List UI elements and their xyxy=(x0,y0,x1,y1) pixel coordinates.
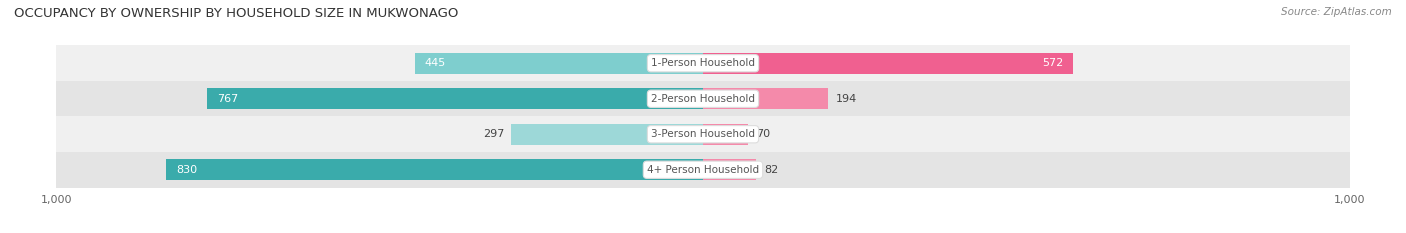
Bar xyxy=(703,89,828,109)
Text: 1-Person Household: 1-Person Household xyxy=(651,58,755,68)
Text: 830: 830 xyxy=(176,165,197,175)
Text: 297: 297 xyxy=(484,129,505,139)
Text: 82: 82 xyxy=(763,165,778,175)
Text: 70: 70 xyxy=(756,129,770,139)
Bar xyxy=(56,152,1350,188)
Text: 572: 572 xyxy=(1042,58,1063,68)
Bar xyxy=(703,159,756,180)
Bar xyxy=(703,124,748,144)
Bar xyxy=(415,53,703,74)
Text: 4+ Person Household: 4+ Person Household xyxy=(647,165,759,175)
Text: OCCUPANCY BY OWNERSHIP BY HOUSEHOLD SIZE IN MUKWONAGO: OCCUPANCY BY OWNERSHIP BY HOUSEHOLD SIZE… xyxy=(14,7,458,20)
Bar xyxy=(56,81,1350,116)
Text: Source: ZipAtlas.com: Source: ZipAtlas.com xyxy=(1281,7,1392,17)
Bar xyxy=(207,89,703,109)
Legend: Owner-occupied, Renter-occupied: Owner-occupied, Renter-occupied xyxy=(583,229,823,233)
Text: 194: 194 xyxy=(837,94,858,104)
Bar xyxy=(510,124,703,144)
Text: 2-Person Household: 2-Person Household xyxy=(651,94,755,104)
Bar xyxy=(166,159,703,180)
Text: 767: 767 xyxy=(217,94,238,104)
Bar xyxy=(56,45,1350,81)
Text: 3-Person Household: 3-Person Household xyxy=(651,129,755,139)
Bar xyxy=(56,116,1350,152)
Text: 445: 445 xyxy=(425,58,446,68)
Bar xyxy=(703,53,1073,74)
